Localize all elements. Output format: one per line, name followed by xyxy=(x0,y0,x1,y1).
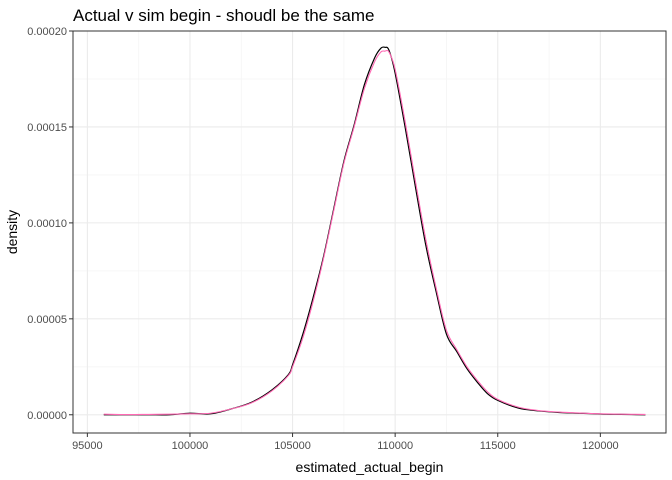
x-tick-label: 95000 xyxy=(72,440,103,452)
y-tick-label: 0.00015 xyxy=(27,122,67,134)
y-tick-label: 0.00020 xyxy=(27,26,67,38)
y-tick-label: 0.00010 xyxy=(27,218,67,230)
x-axis-title: estimated_actual_begin xyxy=(296,459,444,475)
series-line-sim xyxy=(103,49,646,416)
x-tick-label: 105000 xyxy=(274,440,311,452)
x-tick-label: 110000 xyxy=(377,440,413,452)
y-tick-label: 0.00000 xyxy=(27,410,67,422)
plot-panel xyxy=(72,30,667,434)
panel-background xyxy=(73,31,666,433)
chart-title: Actual v sim begin - shoudl be the same xyxy=(73,6,374,25)
x-tick-label: 120000 xyxy=(582,440,619,452)
grid-minor xyxy=(73,31,666,433)
y-axis: 0.00000 0.00005 0.00010 0.00015 0.00020 xyxy=(27,26,73,422)
x-tick-label: 115000 xyxy=(480,440,516,452)
series-layer xyxy=(103,46,646,416)
x-axis: 95000 100000 105000 110000 115000 120000 xyxy=(72,433,619,452)
x-tick-label: 100000 xyxy=(172,440,209,452)
panel-border xyxy=(72,30,667,434)
y-axis-title: density xyxy=(4,210,20,254)
y-tick-label: 0.00005 xyxy=(27,314,67,326)
